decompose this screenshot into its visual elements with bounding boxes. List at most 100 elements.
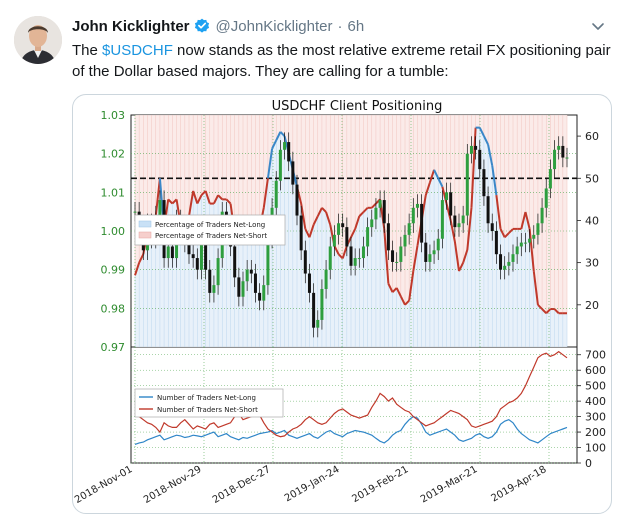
positioning-chart: USDCHF Client Positioning 1.03 1.02 1.01 1.… xyxy=(73,99,606,506)
price-candle xyxy=(515,246,519,255)
y-left-tick-label: 1.01 xyxy=(101,186,126,199)
price-candle xyxy=(253,273,257,293)
positioning-line-segment xyxy=(495,195,502,230)
positioning-line-segment xyxy=(325,211,332,225)
positioning-line-segment xyxy=(387,283,394,293)
y-right-tick-label: 60 xyxy=(585,130,599,143)
positioning-line-segment xyxy=(371,202,377,209)
positioning-line-segment xyxy=(424,182,431,196)
price-candle xyxy=(133,211,137,213)
positioning-line-segment xyxy=(316,207,323,217)
price-candle xyxy=(345,227,349,247)
positioning-line-segment xyxy=(217,194,223,201)
price-candle xyxy=(391,250,395,262)
price-candle xyxy=(457,223,461,228)
price-candle xyxy=(523,242,527,244)
price-candle xyxy=(370,219,374,228)
price-candle xyxy=(274,180,278,208)
positioning-line-segment xyxy=(300,203,307,230)
positioning-line-segment xyxy=(470,127,477,208)
price-candle xyxy=(557,145,561,150)
price-candle xyxy=(262,285,266,301)
profile-photo xyxy=(14,16,62,64)
positioning-line-segment xyxy=(412,245,419,272)
legend-number-net-long: Number of Traders Net-Long xyxy=(157,394,256,402)
author-name[interactable]: John Kicklighter xyxy=(72,17,190,35)
positioning-line-segment xyxy=(321,207,327,213)
positioning-line-segment xyxy=(437,177,444,188)
positioning-line-segment xyxy=(395,287,402,297)
positioning-line-segment xyxy=(196,194,203,205)
price-candle xyxy=(490,223,494,231)
price-candle xyxy=(170,246,174,259)
price-candle xyxy=(361,246,365,259)
x-tick-label: 2019-Jan-24 xyxy=(283,464,342,504)
price-candle xyxy=(411,207,415,224)
price-candle xyxy=(399,246,403,262)
x-tick-label: 2018-Nov-29 xyxy=(142,464,203,506)
price-candle xyxy=(519,242,523,247)
y-right-tick-label: 500 xyxy=(585,380,606,393)
price-candle xyxy=(503,265,507,270)
price-candle xyxy=(237,277,241,297)
positioning-line-segment xyxy=(428,169,436,183)
price-candle xyxy=(482,169,486,197)
author-handle[interactable]: @JohnKicklighter xyxy=(215,17,333,35)
tweet-text: The $USDCHF now stands as the most relat… xyxy=(72,40,612,82)
positioning-line-segment xyxy=(532,270,539,305)
price-candle xyxy=(191,254,195,259)
y-right-tick-label: 50 xyxy=(585,172,599,185)
y-right-tick-label: 600 xyxy=(585,364,606,377)
price-candle xyxy=(266,238,270,286)
price-candle xyxy=(494,231,498,255)
price-candle xyxy=(499,254,503,270)
price-candle xyxy=(478,149,482,170)
cashtag-link[interactable]: $USDCHF xyxy=(102,42,173,59)
price-candle xyxy=(199,242,203,270)
verified-badge-icon xyxy=(194,18,210,34)
positioning-line-segment xyxy=(134,262,141,276)
price-candle xyxy=(378,200,382,208)
price-candle xyxy=(445,192,449,201)
positioning-line-segment xyxy=(138,253,145,264)
positioning-line-segment xyxy=(433,169,440,179)
chart-image-card[interactable]: USDCHF Client Positioning 1.03 1.02 1.01 1.… xyxy=(72,94,612,514)
y-right-tick-label: 40 xyxy=(585,214,599,227)
price-candle xyxy=(486,196,490,224)
price-candle xyxy=(212,285,216,293)
x-tick-label: 2018-Nov-01 xyxy=(73,464,134,506)
positioning-line-segment xyxy=(441,186,448,204)
positioning-line-segment xyxy=(354,215,361,230)
positioning-line-segment xyxy=(266,148,274,179)
chevron-down-icon[interactable] xyxy=(590,18,606,34)
positioning-line-segment xyxy=(188,190,195,217)
legend-number-net-short: Number of Traders Net-Short xyxy=(157,406,258,414)
price-candle xyxy=(436,238,440,251)
y-right-tick-label: 300 xyxy=(585,411,606,424)
price-candle xyxy=(553,149,557,170)
positioning-line-segment xyxy=(449,220,456,242)
net-long-count-line xyxy=(134,415,568,445)
price-candle xyxy=(415,203,419,208)
price-candle xyxy=(278,149,282,181)
positioning-line-segment xyxy=(192,190,199,204)
positioning-line-segment xyxy=(408,270,415,301)
positioning-line-segment xyxy=(279,131,286,137)
price-candle xyxy=(428,254,432,262)
price-candle xyxy=(357,258,361,260)
x-tick-label: 2019-Mar-21 xyxy=(419,464,480,505)
price-candle xyxy=(507,261,511,266)
tweet-text-part2: now stands as the most relative extreme … xyxy=(72,42,611,80)
price-candle xyxy=(299,215,303,251)
positioning-line-segment xyxy=(508,228,514,234)
tweet-timestamp[interactable]: 6h xyxy=(347,17,365,35)
positioning-line-segment xyxy=(312,215,319,226)
price-candle xyxy=(287,142,291,162)
positioning-line-segment xyxy=(262,178,269,208)
avatar[interactable] xyxy=(14,16,62,64)
price-candle xyxy=(353,258,357,266)
price-candle xyxy=(249,269,253,274)
price-candle xyxy=(204,242,208,270)
positioning-line-segment xyxy=(478,127,485,137)
positioning-line-segment xyxy=(499,228,506,238)
